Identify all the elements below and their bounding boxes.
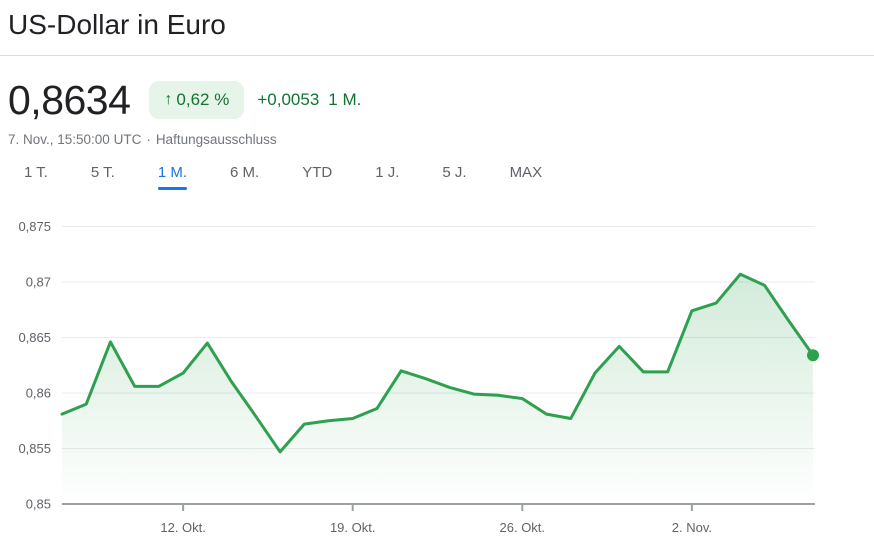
- x-tick-label: 26. Okt.: [500, 520, 546, 535]
- tab-1j[interactable]: 1 J.: [375, 164, 400, 181]
- y-axis-labels: 0,875 0,87 0,865 0,86 0,855 0,85: [18, 219, 51, 512]
- tab-1m[interactable]: 1 M.: [158, 164, 187, 190]
- tab-5t[interactable]: 5 T.: [90, 164, 115, 181]
- meta-separator: ·: [146, 132, 151, 147]
- y-tick-label: 0,86: [26, 386, 51, 401]
- up-arrow-icon: ↑: [164, 91, 173, 108]
- price-row: 0,8634 ↑ 0,62 % +0,0053 1 M.: [8, 79, 361, 121]
- quote-timestamp: 7. Nov., 15:50:00 UTC: [8, 132, 142, 147]
- percent-change-value: 0,62 %: [176, 90, 230, 109]
- disclaimer-link[interactable]: Haftungsausschluss: [155, 132, 277, 147]
- y-tick-label: 0,875: [18, 219, 51, 234]
- tab-6m[interactable]: 6 M.: [230, 164, 260, 181]
- y-tick-label: 0,865: [18, 330, 51, 345]
- quote-meta: 7. Nov., 15:50:00 UTC · Haftungsausschlu…: [8, 132, 277, 147]
- tab-ytd[interactable]: YTD: [302, 164, 333, 181]
- change-period-label: 1 M.: [328, 90, 362, 109]
- percent-change-badge: ↑ 0,62 %: [149, 81, 245, 119]
- tab-5j[interactable]: 5 J.: [442, 164, 467, 181]
- x-tick-label: 12. Okt.: [160, 520, 206, 535]
- absolute-change: +0,0053 1 M.: [257, 90, 361, 110]
- x-axis-labels: 12. Okt. 19. Okt. 26. Okt. 2. Nov.: [160, 520, 712, 535]
- time-range-tabs: 1 T. 5 T. 1 M. 6 M. YTD 1 J. 5 J. MAX: [24, 164, 542, 190]
- y-tick-label: 0,87: [26, 275, 51, 290]
- x-tick-label: 19. Okt.: [330, 520, 376, 535]
- area-fill: [62, 274, 813, 504]
- x-tick-label: 2. Nov.: [672, 520, 712, 535]
- x-axis-ticks: [182, 504, 693, 511]
- current-price: 0,8634: [8, 77, 131, 123]
- y-tick-label: 0,855: [18, 441, 51, 456]
- tab-1t[interactable]: 1 T.: [24, 164, 48, 181]
- y-tick-label: 0,85: [26, 497, 51, 512]
- price-line: [60, 272, 815, 454]
- header-divider: [0, 55, 874, 56]
- last-price-dot: [807, 349, 819, 362]
- absolute-change-value: +0,0053: [257, 90, 320, 109]
- tab-max[interactable]: MAX: [509, 164, 543, 181]
- page-title: US-Dollar in Euro: [8, 9, 226, 40]
